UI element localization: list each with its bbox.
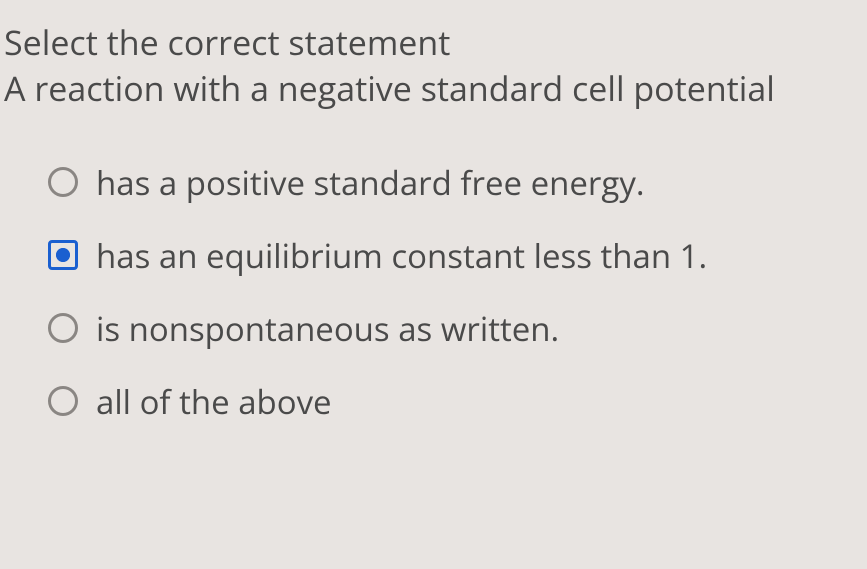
question-line-2: A reaction with a negative standard cell… [4,66,857,112]
question-line-1: Select the correct statement [4,20,857,66]
quiz-container: Select the correct statement A reaction … [0,0,867,462]
option-label: is nonspontaneous as written. [96,306,559,351]
option-row-3[interactable]: all of the above [48,379,857,424]
radio-icon[interactable] [48,386,78,416]
option-row-2[interactable]: is nonspontaneous as written. [48,306,857,351]
option-label: has a positive standard free energy. [96,160,645,205]
option-label: has an equilibrium constant less than 1. [96,233,707,278]
option-label: all of the above [96,379,332,424]
radio-icon[interactable] [48,167,78,197]
radio-icon-selected[interactable] [48,240,78,270]
option-row-1[interactable]: has an equilibrium constant less than 1. [48,233,857,278]
radio-icon[interactable] [48,313,78,343]
option-row-0[interactable]: has a positive standard free energy. [48,160,857,205]
options-group: has a positive standard free energy. has… [4,160,857,424]
question-prompt: Select the correct statement A reaction … [4,20,857,112]
